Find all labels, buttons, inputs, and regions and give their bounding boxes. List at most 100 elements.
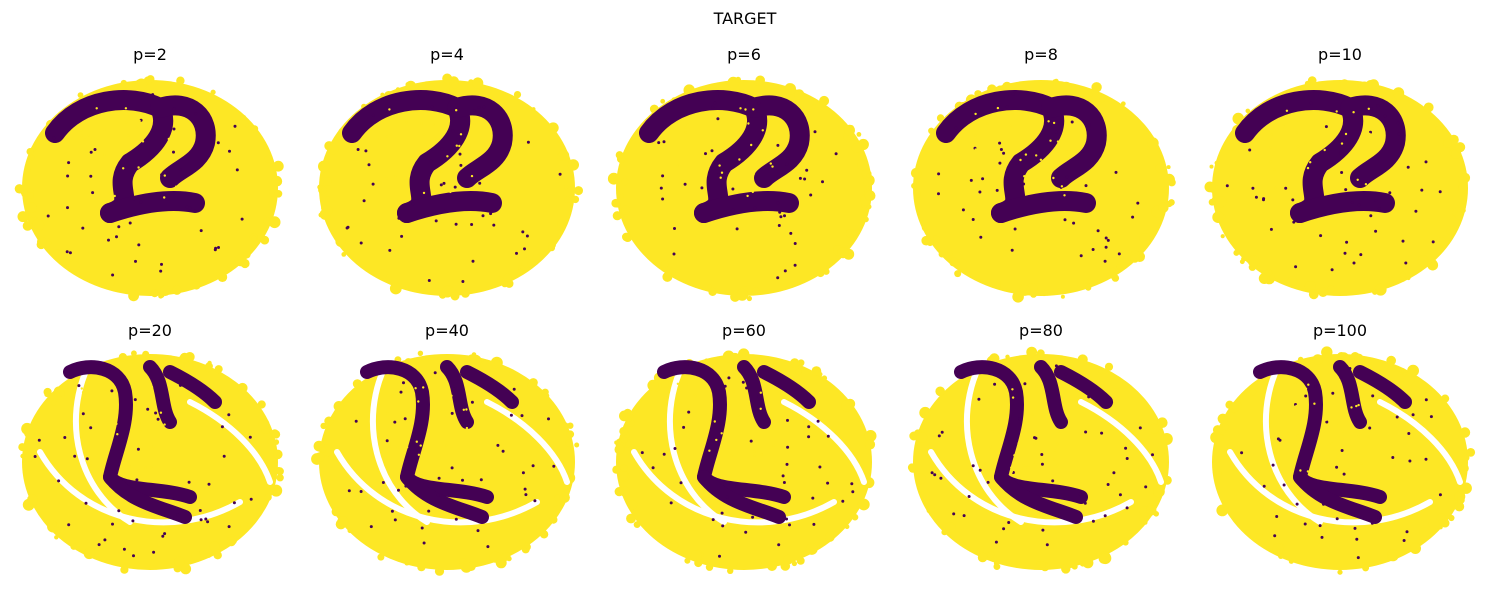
class-a-cluster (143, 360, 177, 429)
class-a-point (1271, 463, 1275, 467)
class-b-point (1387, 551, 1397, 561)
class-a-point (547, 417, 550, 421)
class-b-point (548, 244, 556, 252)
class-b-point (461, 289, 470, 298)
class-a-point (816, 419, 820, 423)
class-a-point (785, 462, 789, 466)
class-b-point (550, 128, 557, 135)
class-a-point (440, 147, 444, 151)
class-a-point (454, 222, 458, 226)
class-b-point (240, 114, 247, 121)
class-a-point (434, 219, 438, 223)
class-b-point (24, 427, 35, 439)
class-a-point (939, 476, 943, 480)
class-a-point (662, 452, 666, 456)
class-a-cluster (639, 90, 768, 223)
class-b-point (80, 134, 84, 138)
panel-grid: p=2 p=4 p=6 p=8 p=10 p=20 p=40 p=60 p=80 p=100 (14, 45, 1476, 576)
class-b-point (1350, 406, 1353, 409)
class-a-point (1022, 182, 1026, 186)
class-a-point (679, 481, 683, 485)
class-a-point (1081, 149, 1084, 153)
class-b-point (1032, 460, 1036, 464)
class-b-point (660, 98, 666, 104)
class-a-point (718, 554, 721, 558)
class-b-point (406, 384, 409, 387)
class-b-point (987, 470, 990, 474)
class-b-point (1052, 458, 1056, 461)
class-a-point (851, 490, 855, 494)
class-a-point (1100, 431, 1104, 435)
class-a-point (458, 152, 462, 156)
class-b-point (947, 250, 953, 256)
class-b-point (1147, 137, 1159, 149)
class-a-point (1262, 484, 1266, 488)
class-b-point (574, 186, 583, 196)
class-b-point (807, 547, 815, 554)
class-b-point (428, 470, 431, 474)
class-b-point (184, 361, 194, 372)
class-a-point (386, 110, 390, 114)
class-b-point (443, 190, 446, 193)
class-a-point (176, 513, 180, 517)
class-b-point (1296, 434, 1299, 437)
class-b-point (1278, 553, 1284, 559)
class-b-point (811, 104, 817, 109)
class-a-point (154, 411, 158, 415)
class-a-point (397, 488, 400, 492)
class-a-point (721, 524, 725, 528)
class-a-point (765, 415, 768, 419)
class-b-point (984, 462, 987, 465)
class-b-point (564, 185, 569, 190)
class-b-point (1269, 160, 1272, 164)
class-b-point (115, 422, 118, 426)
class-a-point (217, 246, 220, 249)
class-b-point (1442, 138, 1452, 148)
class-b-point (1297, 356, 1304, 363)
class-b-point (257, 400, 266, 409)
class-a-point (1359, 253, 1363, 257)
class-b-point (1060, 81, 1072, 94)
panel-title: p=80 (1019, 321, 1063, 340)
class-a-point (971, 218, 975, 221)
class-b-point (721, 116, 724, 119)
class-b-point (729, 558, 738, 567)
class-a-point (811, 496, 815, 500)
class-a-cluster (100, 191, 205, 223)
panel-title: p=8 (1024, 45, 1058, 64)
class-a-point (716, 117, 720, 121)
class-a-point (659, 186, 663, 190)
class-b-point (425, 83, 430, 88)
class-a-point (813, 130, 817, 134)
class-b-point (465, 408, 468, 411)
class-a-point (995, 188, 999, 192)
class-b-point (52, 522, 57, 527)
class-b-point (325, 196, 331, 202)
class-a-point (952, 512, 956, 516)
class-b-point (127, 134, 130, 137)
class-b-point (557, 220, 566, 228)
class-b-point (273, 449, 283, 460)
class-b-point (851, 229, 857, 236)
class-b-point (856, 132, 862, 137)
class-b-point (450, 394, 453, 397)
class-a-point (1083, 501, 1087, 505)
class-a-point (744, 530, 748, 534)
class-a-point (1007, 521, 1011, 524)
class-a-point (486, 545, 490, 549)
class-b-point (1306, 166, 1310, 170)
class-b-point (789, 358, 800, 368)
class-a-point (1303, 522, 1307, 526)
class-b-point (1102, 368, 1108, 374)
class-b-point (132, 111, 136, 114)
class-b-point (261, 238, 268, 244)
class-b-point (501, 280, 508, 288)
class-b-point (561, 422, 569, 431)
class-b-point (241, 388, 247, 395)
class-a-point (1144, 485, 1148, 489)
class-b-point (1122, 539, 1129, 546)
class-b-point (1010, 470, 1013, 473)
class-b-point (95, 107, 98, 110)
class-b-point (442, 73, 453, 84)
class-b-point (1273, 168, 1276, 171)
